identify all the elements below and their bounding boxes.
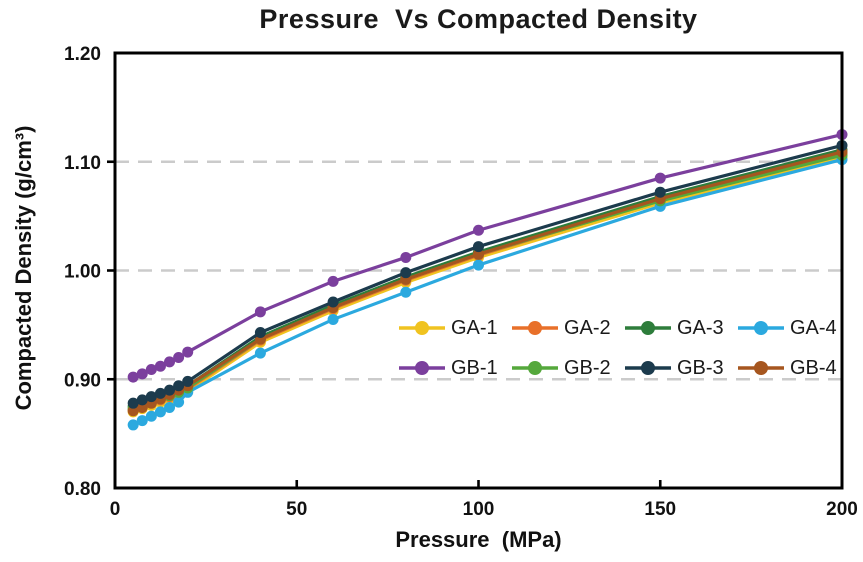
legend-dot bbox=[528, 361, 542, 375]
legend-marker-icon bbox=[512, 361, 558, 375]
legend-dot bbox=[641, 321, 655, 335]
legend-marker-icon bbox=[738, 361, 784, 375]
data-point-ga-4 bbox=[400, 286, 412, 298]
data-point-gb-3 bbox=[400, 267, 412, 279]
legend-item-ga-3: GA-3 bbox=[624, 317, 737, 340]
data-point-gb-3 bbox=[164, 384, 176, 396]
legend-label: GB-1 bbox=[451, 356, 498, 379]
data-point-ga-4 bbox=[164, 402, 176, 414]
legend-item-gb-3: GB-3 bbox=[624, 357, 737, 380]
legend-marker-icon bbox=[738, 321, 784, 335]
data-point-ga-4 bbox=[327, 313, 339, 325]
data-point-gb-1 bbox=[327, 275, 339, 287]
y-tick-label: 0.80 bbox=[64, 479, 101, 500]
legend-dot bbox=[754, 321, 768, 335]
legend-marker-icon bbox=[625, 321, 671, 335]
data-point-gb-3 bbox=[154, 387, 166, 399]
data-point-gb-3 bbox=[145, 391, 157, 403]
legend-label: GA-1 bbox=[451, 316, 498, 339]
data-point-gb-1 bbox=[154, 360, 166, 372]
legend-item-ga-1: GA-1 bbox=[398, 317, 511, 340]
data-point-ga-4 bbox=[254, 347, 266, 359]
legend-item-gb-1: GB-1 bbox=[398, 357, 511, 380]
data-point-gb-1 bbox=[182, 346, 194, 358]
data-point-gb-3 bbox=[654, 186, 666, 198]
data-point-gb-1 bbox=[136, 368, 148, 380]
x-tick-label: 50 bbox=[286, 499, 307, 520]
data-point-gb-4 bbox=[127, 405, 139, 417]
legend-item-ga-2: GA-2 bbox=[511, 317, 624, 340]
legend-label: GA-3 bbox=[677, 316, 724, 339]
data-point-gb-3 bbox=[473, 241, 484, 253]
legend-label: GB-2 bbox=[564, 356, 611, 379]
legend-dot bbox=[754, 361, 768, 375]
data-point-gb-4 bbox=[473, 248, 484, 260]
legend-label: GA-4 bbox=[790, 316, 837, 339]
data-point-ga-4 bbox=[136, 415, 148, 427]
data-point-ga-4 bbox=[173, 396, 185, 408]
data-point-gb-1 bbox=[473, 224, 484, 236]
data-point-gb-3 bbox=[136, 394, 148, 406]
legend-label: GA-2 bbox=[564, 316, 611, 339]
y-tick-label: 1.20 bbox=[64, 44, 101, 65]
data-point-gb-3 bbox=[254, 326, 266, 338]
legend-dot bbox=[641, 361, 655, 375]
legend-item-ga-4: GA-4 bbox=[737, 317, 850, 340]
legend-label: GB-3 bbox=[677, 356, 724, 379]
legend-marker-icon bbox=[399, 321, 445, 335]
data-point-ga-4 bbox=[473, 259, 484, 271]
x-tick-label: 100 bbox=[463, 499, 495, 520]
data-point-gb-1 bbox=[173, 352, 185, 363]
legend-label: GB-4 bbox=[790, 356, 837, 379]
legend-marker-icon bbox=[399, 361, 445, 375]
data-point-gb-1 bbox=[145, 363, 157, 375]
data-point-ga-4 bbox=[154, 406, 166, 418]
y-tick-label: 0.90 bbox=[64, 370, 101, 391]
legend-dot bbox=[415, 321, 429, 335]
legend-marker-icon bbox=[512, 321, 558, 335]
chart-title: Pressure Vs Compacted Density bbox=[259, 4, 698, 34]
data-point-gb-1 bbox=[164, 356, 176, 368]
y-tick-label: 1.00 bbox=[64, 262, 101, 283]
data-point-gb-3 bbox=[173, 380, 185, 392]
data-point-gb-1 bbox=[254, 306, 266, 318]
data-point-ga-4 bbox=[127, 419, 139, 431]
legend-marker-icon bbox=[625, 361, 671, 375]
data-point-gb-3 bbox=[127, 397, 139, 409]
data-point-gb-3 bbox=[182, 375, 194, 387]
x-tick-label: 200 bbox=[826, 499, 858, 520]
y-tick-label: 1.10 bbox=[64, 153, 101, 174]
data-point-gb-3 bbox=[327, 296, 339, 308]
data-point-gb-4 bbox=[136, 402, 148, 414]
data-point-gb-1 bbox=[127, 371, 139, 383]
x-axis-label: Pressure (MPa) bbox=[395, 527, 562, 552]
x-tick-label: 0 bbox=[110, 499, 121, 520]
legend-row: GA-1 GA-2 GA-3 GA-4 bbox=[398, 308, 850, 348]
legend-row: GB-1 GB-2 GB-3 GB-4 bbox=[398, 348, 850, 388]
legend-item-gb-2: GB-2 bbox=[511, 357, 624, 380]
legend: GA-1 GA-2 GA-3 GA-4 GB-1 GB-2 GB-3 GB-4 bbox=[398, 308, 850, 388]
legend-item-gb-4: GB-4 bbox=[737, 357, 850, 380]
data-point-gb-1 bbox=[654, 172, 666, 184]
data-point-gb-1 bbox=[400, 251, 412, 263]
legend-dot bbox=[528, 321, 542, 335]
legend-dot bbox=[415, 361, 429, 375]
data-point-ga-4 bbox=[145, 410, 157, 422]
x-tick-label: 150 bbox=[644, 499, 676, 520]
